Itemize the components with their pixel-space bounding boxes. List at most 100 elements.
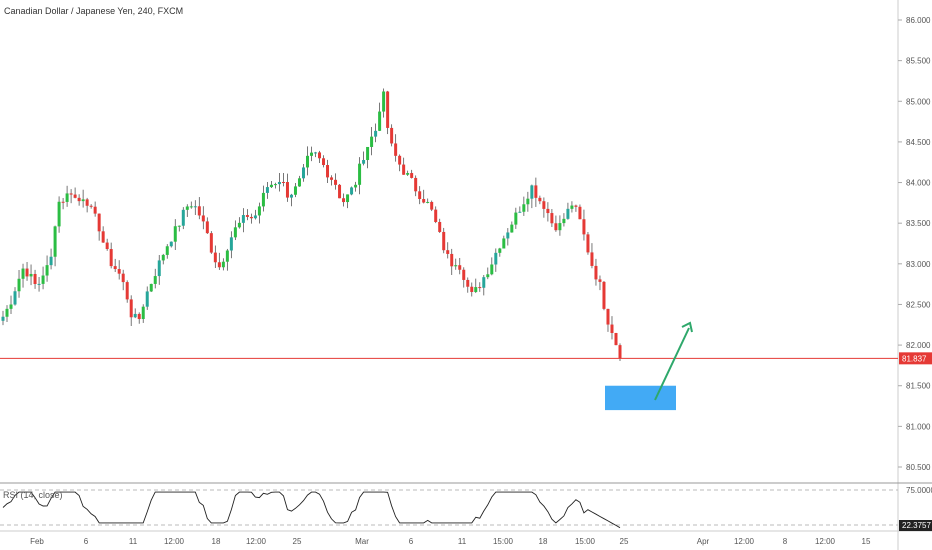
candle-body[interactable] bbox=[221, 261, 225, 268]
candle-body[interactable] bbox=[526, 198, 530, 205]
candle-body[interactable] bbox=[370, 136, 374, 147]
candle-body[interactable] bbox=[177, 225, 181, 227]
candle-body[interactable] bbox=[69, 193, 73, 195]
candle-body[interactable] bbox=[277, 181, 281, 185]
candle-body[interactable] bbox=[149, 283, 153, 292]
candle-body[interactable] bbox=[598, 279, 602, 282]
candle-body[interactable] bbox=[354, 184, 358, 188]
target-zone-rectangle[interactable] bbox=[605, 385, 676, 411]
candle-body[interactable] bbox=[482, 277, 486, 288]
candle-body[interactable] bbox=[546, 208, 550, 214]
candle-body[interactable] bbox=[558, 223, 562, 231]
candle-body[interactable] bbox=[578, 206, 582, 220]
candle-body[interactable] bbox=[233, 227, 237, 238]
candle-body[interactable] bbox=[318, 152, 322, 159]
candle-body[interactable] bbox=[582, 219, 586, 235]
candle-body[interactable] bbox=[490, 264, 494, 275]
candle-body[interactable] bbox=[594, 265, 598, 280]
candle-body[interactable] bbox=[173, 226, 177, 242]
candle-body[interactable] bbox=[241, 215, 245, 223]
candle-body[interactable] bbox=[550, 213, 554, 224]
candle-body[interactable] bbox=[506, 232, 510, 239]
candle-body[interactable] bbox=[13, 291, 17, 305]
candle-body[interactable] bbox=[390, 127, 394, 144]
candle-body[interactable] bbox=[378, 111, 382, 131]
candle-body[interactable] bbox=[253, 215, 257, 219]
candle-body[interactable] bbox=[161, 254, 165, 261]
candle-body[interactable] bbox=[121, 273, 125, 283]
candle-body[interactable] bbox=[494, 252, 498, 265]
candle-body[interactable] bbox=[141, 306, 145, 320]
candle-body[interactable] bbox=[450, 253, 454, 267]
candle-body[interactable] bbox=[289, 194, 293, 198]
candle-body[interactable] bbox=[209, 233, 213, 253]
candle-body[interactable] bbox=[542, 201, 546, 209]
candle-body[interactable] bbox=[217, 262, 221, 268]
candle-body[interactable] bbox=[165, 246, 169, 255]
candle-body[interactable] bbox=[534, 185, 538, 198]
candle-body[interactable] bbox=[113, 266, 117, 270]
candle-body[interactable] bbox=[522, 204, 526, 212]
candle-body[interactable] bbox=[193, 206, 197, 208]
candle-body[interactable] bbox=[422, 199, 426, 203]
candle-body[interactable] bbox=[570, 205, 574, 209]
candle-body[interactable] bbox=[61, 201, 65, 203]
candle-body[interactable] bbox=[530, 185, 534, 199]
candle-body[interactable] bbox=[237, 222, 241, 228]
candle-body[interactable] bbox=[213, 252, 217, 263]
candle-body[interactable] bbox=[153, 276, 157, 284]
candle-body[interactable] bbox=[53, 226, 57, 257]
candle-body[interactable] bbox=[326, 165, 330, 178]
candle-body[interactable] bbox=[502, 238, 506, 249]
candle-body[interactable] bbox=[610, 324, 614, 334]
candle-body[interactable] bbox=[562, 218, 566, 224]
candle-body[interactable] bbox=[249, 216, 253, 219]
candle-body[interactable] bbox=[41, 275, 45, 284]
candle-body[interactable] bbox=[225, 250, 229, 262]
candle-body[interactable] bbox=[169, 241, 173, 247]
candle-body[interactable] bbox=[133, 313, 137, 318]
candle-body[interactable] bbox=[229, 237, 233, 251]
candle-body[interactable] bbox=[442, 231, 446, 251]
candle-body[interactable] bbox=[81, 199, 85, 202]
candle-body[interactable] bbox=[478, 287, 482, 289]
candle-body[interactable] bbox=[454, 265, 458, 267]
candle-body[interactable] bbox=[281, 181, 285, 183]
candle-body[interactable] bbox=[414, 177, 418, 192]
candle-body[interactable] bbox=[65, 193, 69, 202]
candle-body[interactable] bbox=[374, 130, 378, 137]
candle-body[interactable] bbox=[145, 291, 149, 307]
candle-body[interactable] bbox=[466, 279, 470, 287]
candle-body[interactable] bbox=[205, 221, 209, 234]
candle-body[interactable] bbox=[181, 209, 185, 226]
candle-body[interactable] bbox=[362, 160, 366, 164]
candle-body[interactable] bbox=[338, 184, 342, 199]
candle-body[interactable] bbox=[394, 143, 398, 156]
candle-body[interactable] bbox=[37, 283, 41, 285]
candle-body[interactable] bbox=[297, 178, 301, 187]
candle-body[interactable] bbox=[201, 215, 205, 222]
candle-body[interactable] bbox=[185, 206, 189, 210]
candle-body[interactable] bbox=[602, 281, 606, 309]
up-arrow-line[interactable] bbox=[654, 327, 690, 401]
candle-body[interactable] bbox=[438, 221, 442, 232]
candle-body[interactable] bbox=[73, 194, 77, 198]
candle-body[interactable] bbox=[330, 177, 334, 180]
candle-body[interactable] bbox=[514, 212, 518, 225]
candle-body[interactable] bbox=[314, 152, 318, 154]
candle-body[interactable] bbox=[426, 201, 430, 203]
candle-body[interactable] bbox=[101, 231, 105, 243]
candle-body[interactable] bbox=[574, 205, 578, 207]
candle-body[interactable] bbox=[105, 242, 109, 250]
candle-body[interactable] bbox=[109, 249, 113, 267]
candle-body[interactable] bbox=[33, 273, 37, 285]
candle-body[interactable] bbox=[25, 268, 29, 277]
candle-body[interactable] bbox=[305, 155, 309, 168]
candle-body[interactable] bbox=[89, 205, 93, 207]
candle-body[interactable] bbox=[257, 206, 261, 216]
candle-body[interactable] bbox=[418, 191, 422, 200]
candle-body[interactable] bbox=[261, 192, 265, 207]
candle-body[interactable] bbox=[406, 173, 410, 175]
candle-body[interactable] bbox=[189, 206, 193, 208]
candle-body[interactable] bbox=[402, 164, 406, 175]
